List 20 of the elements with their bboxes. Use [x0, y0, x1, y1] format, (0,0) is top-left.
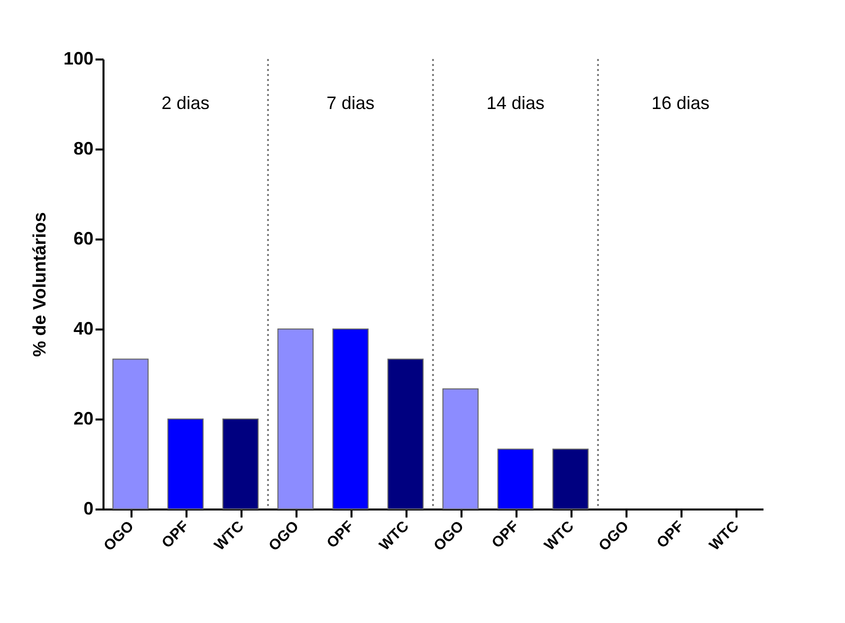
bar [332, 328, 369, 510]
bar [112, 358, 149, 510]
bar [277, 328, 314, 510]
bar [497, 448, 534, 510]
bar [552, 448, 589, 510]
annotation: 14 dias [486, 93, 545, 113]
y-tick-label: 0 [83, 498, 94, 518]
bar [167, 418, 204, 510]
bar [442, 388, 479, 510]
y-axis-title: % de Voluntários [29, 212, 50, 357]
annotation: 7 dias [326, 93, 375, 113]
y-tick-label: 100 [63, 48, 94, 68]
y-tick-label: 60 [73, 228, 94, 248]
y-tick-label: 80 [73, 138, 94, 158]
annotation: 2 dias [161, 93, 210, 113]
y-tick-label: 20 [73, 408, 94, 428]
bar [387, 358, 424, 510]
annotation: 16 dias [651, 93, 710, 113]
y-tick-label: 40 [73, 318, 94, 338]
bar [222, 418, 259, 510]
